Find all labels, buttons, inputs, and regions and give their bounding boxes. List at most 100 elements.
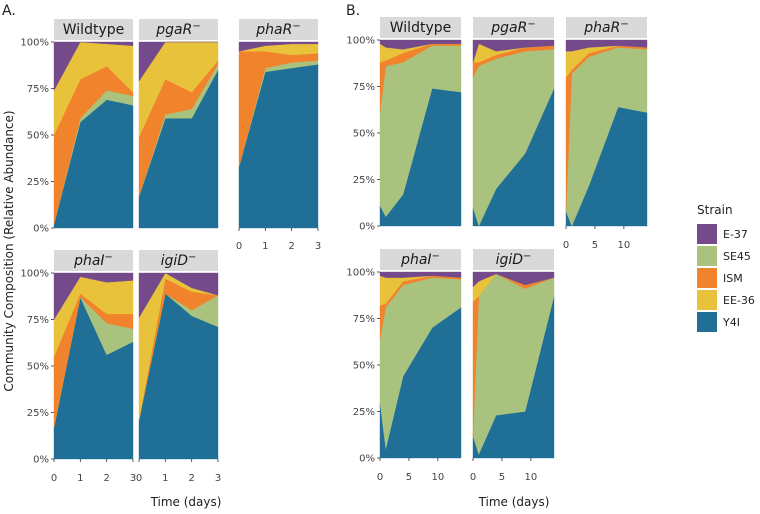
facet-b-igid-minus-strip (473, 249, 554, 270)
facet-a-igid-minus-xtick-label: 0 (136, 473, 142, 484)
facet-b-phai-minus-ytick-label: 75% (353, 314, 375, 325)
facet-a-wildtype-ytick-label: 100% (20, 38, 49, 49)
facet-a-pgar-minus-title-text: pgaR (155, 22, 192, 38)
facet-b-phai-minus-xtick-label: 5 (406, 472, 412, 483)
facet-b-igid-minus-xtick-label: 0 (470, 472, 476, 483)
facet-a-pgar-minus-title: pgaR− (155, 21, 200, 38)
facet-b-wildtype-strip (380, 17, 461, 38)
facet-b-phar-minus-xtick-label: 0 (563, 240, 569, 251)
legend-swatch-ee-36 (697, 290, 717, 310)
facet-b-igid-minus-xtick-label: 5 (499, 472, 505, 483)
facet-b-igid-minus-area-e-37 (472, 271, 555, 288)
facet-a-phai-minus-title: phaI− (73, 252, 113, 269)
facet-a-igid-minus-area-e-37 (138, 272, 219, 319)
facet-a-igid-minus-xtick-label: 2 (188, 473, 194, 484)
facet-b-phai-minus-title-sup: − (432, 251, 440, 262)
facet-b-phai-minus-strip (380, 249, 461, 270)
facet-a-pgar-minus-area-e-37 (138, 41, 218, 82)
facet-a-igid-minus-title: igiD− (161, 252, 197, 269)
facet-a-phai-minus-strip (54, 250, 133, 271)
facet-b-phar-minus-xtick-label: 5 (592, 240, 598, 251)
facet-b-phai-minus-ytick-label: 0% (359, 454, 375, 465)
facet-b-phai-minus-area-e-37 (379, 271, 462, 278)
facet-a-pgar-minus-title-sup: − (192, 21, 200, 32)
facet-a-phai-minus-ytick-label: 50% (27, 362, 49, 373)
facet-a-phar-minus-area-e-37 (238, 41, 319, 52)
facet-b-pgar-minus-title-text: pgaR (490, 20, 527, 36)
facet-b-phai-minus-title-text: phaI (400, 252, 431, 268)
facet-b-wildtype-ytick-label: 75% (353, 82, 375, 93)
facet-b-pgar-minus-strip (473, 17, 554, 38)
legend-label-ism: ISM (723, 272, 743, 285)
facet-b-igid-minus-title-sup: − (523, 251, 531, 262)
facet-a-phar-minus-xtick-label: 1 (262, 241, 268, 252)
facet-a-phar-minus-xtick-label: 0 (236, 241, 242, 252)
facet-a-phai-minus-ytick-label: 75% (27, 315, 49, 326)
facet-a-pgar-minus-strip (139, 19, 218, 40)
facet-a-phai-minus-area-e-37 (53, 272, 134, 321)
legend-label-se45: SE45 (723, 250, 751, 263)
facet-b-pgar-minus-title: pgaR− (490, 19, 535, 36)
facet-a-phar-minus-title-text: phaR (255, 22, 292, 38)
facet-b-igid-minus-title-text: igiD (496, 252, 524, 268)
facet-b-phai-minus-ytick-label: 25% (353, 407, 375, 418)
facet-b-pgar-minus-title-sup: − (527, 19, 535, 30)
facet-b-phai-minus-title: phaI− (400, 251, 440, 268)
facet-a-phai-minus-xtick-label: 2 (103, 473, 109, 484)
facet-a-phai-minus-ytick-label: 0% (33, 455, 49, 466)
facet-b-wildtype-ytick-label: 100% (346, 36, 375, 47)
facet-b-phai-minus-xtick-label: 10 (431, 472, 444, 483)
legend-swatch-ism (697, 268, 717, 288)
facet-a-phar-minus-strip (239, 19, 318, 40)
legend-swatch-se45 (697, 246, 717, 266)
facet-b-phar-minus-xtick-label: 10 (617, 240, 630, 251)
facet-a-wildtype-ytick-label: 50% (27, 131, 49, 142)
legend-label-y4i: Y4I (722, 316, 740, 329)
facet-a-wildtype-strip (54, 19, 133, 40)
legend-swatch-e-37 (697, 224, 717, 244)
facet-a-phar-minus-title: phaR− (255, 21, 300, 38)
facet-a-igid-minus-title-text: igiD (161, 253, 189, 269)
facet-a-igid-minus-xtick-label: 1 (162, 473, 168, 484)
facet-a-igid-minus-strip (139, 250, 218, 271)
x-axis-title-b: Time (days) (478, 495, 550, 509)
facet-a-wildtype-ytick-label: 75% (27, 84, 49, 95)
facet-a-phai-minus-ytick-label: 100% (20, 269, 49, 280)
y-axis-title: Community Composition (Relative Abundanc… (2, 110, 16, 391)
facet-b-phar-minus-strip (566, 17, 647, 38)
x-axis-title-a: Time (days) (150, 495, 222, 509)
facet-b-phai-minus-xtick-label: 0 (377, 472, 383, 483)
facet-a-wildtype-title: Wildtype (63, 22, 124, 38)
facet-a-phai-minus-xtick-label: 0 (51, 473, 57, 484)
facet-b-phar-minus-title: phaR− (583, 19, 628, 36)
facet-b-wildtype-ytick-label: 50% (353, 129, 375, 140)
facet-a-igid-minus-xtick-label: 3 (215, 473, 221, 484)
facet-b-wildtype-ytick-label: 0% (359, 222, 375, 233)
facet-a-phai-minus-ytick-label: 25% (27, 408, 49, 419)
facet-b-wildtype-ytick-label: 25% (353, 175, 375, 186)
facet-b-phai-minus-ytick-label: 50% (353, 361, 375, 372)
facet-a-phai-minus-title-text: phaI (73, 253, 104, 269)
legend-label-ee-36: EE-36 (723, 294, 755, 307)
legend-swatch-y4i (697, 312, 717, 332)
legend-title: Strain (697, 203, 733, 217)
panel-letter-a: A. (2, 3, 16, 19)
facet-b-phar-minus-title-text: phaR (583, 20, 620, 36)
facet-a-phar-minus-title-sup: − (292, 21, 300, 32)
facet-a-phai-minus-title-sup: − (105, 252, 113, 263)
facet-b-wildtype-title: Wildtype (390, 20, 451, 36)
facet-a-wildtype-area-e-37 (53, 41, 134, 91)
facet-b-igid-minus-title: igiD− (496, 251, 532, 268)
facet-a-igid-minus-title-sup: − (188, 252, 196, 263)
facet-b-igid-minus-xtick-label: 10 (524, 472, 537, 483)
facet-b-phai-minus-ytick-label: 100% (346, 268, 375, 279)
legend-label-e-37: E-37 (723, 228, 748, 241)
facet-b-pgar-minus-area-e-37 (472, 39, 555, 63)
facet-b-phar-minus-title-sup: − (620, 19, 628, 30)
facet-a-phar-minus-xtick-label: 3 (315, 241, 321, 252)
facet-b-phar-minus-area-e-37 (565, 39, 648, 52)
facet-a-phar-minus-xtick-label: 2 (288, 241, 294, 252)
facet-a-wildtype-ytick-label: 0% (33, 224, 49, 235)
panel-letter-b: B. (346, 3, 360, 19)
